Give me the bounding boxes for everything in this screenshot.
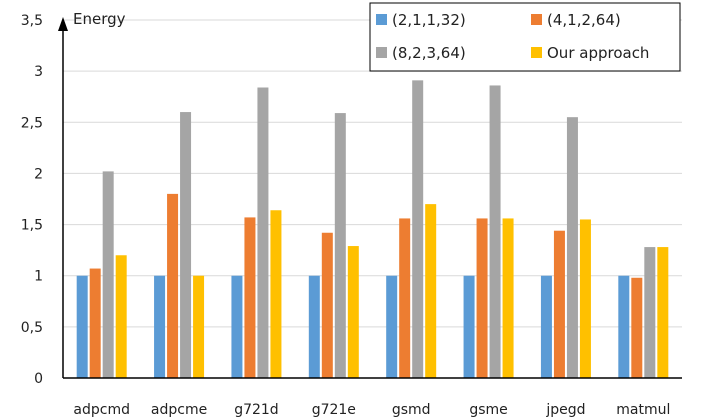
legend-label: Our approach (547, 44, 649, 62)
legend-label: (8,2,3,64) (392, 44, 466, 62)
bar (244, 217, 256, 378)
legend: (2,1,1,32) (4,1,2,64) (8,2,3,64) Our approa… (369, 2, 681, 72)
legend-swatch (376, 14, 387, 25)
x-tick-label: gsme (469, 402, 507, 418)
bar (231, 275, 243, 378)
y-tick-label: 1 (34, 269, 43, 285)
bar (463, 275, 475, 378)
bar (308, 275, 320, 378)
x-tick-label: g721d (234, 402, 279, 418)
bar (566, 117, 578, 379)
bar (425, 204, 437, 378)
bar (399, 218, 411, 378)
bar (657, 247, 669, 378)
y-tick-label: 3 (34, 64, 43, 80)
axes: 0 0,5 1 1,5 2 2,5 3 3,5 adpcmd adpcme g721d g721e gs… (21, 13, 682, 418)
bar (489, 85, 501, 378)
y-tick-label: 0,5 (21, 320, 43, 336)
bar (618, 275, 630, 378)
legend-swatch (531, 14, 542, 25)
legend-swatch (376, 47, 387, 58)
bar (180, 112, 192, 379)
bar (154, 275, 166, 378)
y-axis-arrow (58, 17, 68, 31)
bar (540, 275, 552, 378)
bar (476, 218, 488, 378)
bar (270, 210, 282, 378)
bar (631, 277, 643, 378)
bar (102, 171, 114, 378)
y-tick-label: 3,5 (21, 13, 43, 29)
y-tick-label: 2,5 (21, 115, 43, 131)
legend-label: (2,1,1,32) (392, 11, 466, 29)
legend-label: (4,1,2,64) (547, 11, 621, 29)
x-tick-label: adpcme (151, 402, 207, 418)
bar (167, 193, 179, 378)
bar (579, 219, 591, 378)
x-tick-label: jpegd (545, 402, 585, 418)
legend-box (369, 2, 681, 72)
bar (321, 232, 333, 378)
bar (193, 275, 205, 378)
bar (89, 268, 101, 378)
bar (553, 230, 565, 378)
bar (412, 80, 424, 378)
bars (76, 80, 669, 379)
bar (115, 255, 127, 378)
y-tick-label: 2 (34, 166, 43, 182)
bar (502, 218, 514, 378)
legend-swatch (531, 47, 542, 58)
x-tick-label: g721e (312, 402, 356, 418)
bar (347, 246, 359, 378)
x-tick-label: adpcmd (73, 402, 130, 418)
x-tick-label: matmul (616, 402, 670, 418)
bar (257, 87, 269, 378)
bar (644, 247, 656, 378)
bar (334, 113, 346, 378)
y-tick-label: 1,5 (21, 218, 43, 234)
y-tick-label: 0 (34, 371, 43, 387)
bar (386, 275, 398, 378)
x-tick-label: gsmd (392, 402, 431, 418)
y-axis-title: Energy (73, 10, 126, 28)
bar (76, 275, 88, 378)
